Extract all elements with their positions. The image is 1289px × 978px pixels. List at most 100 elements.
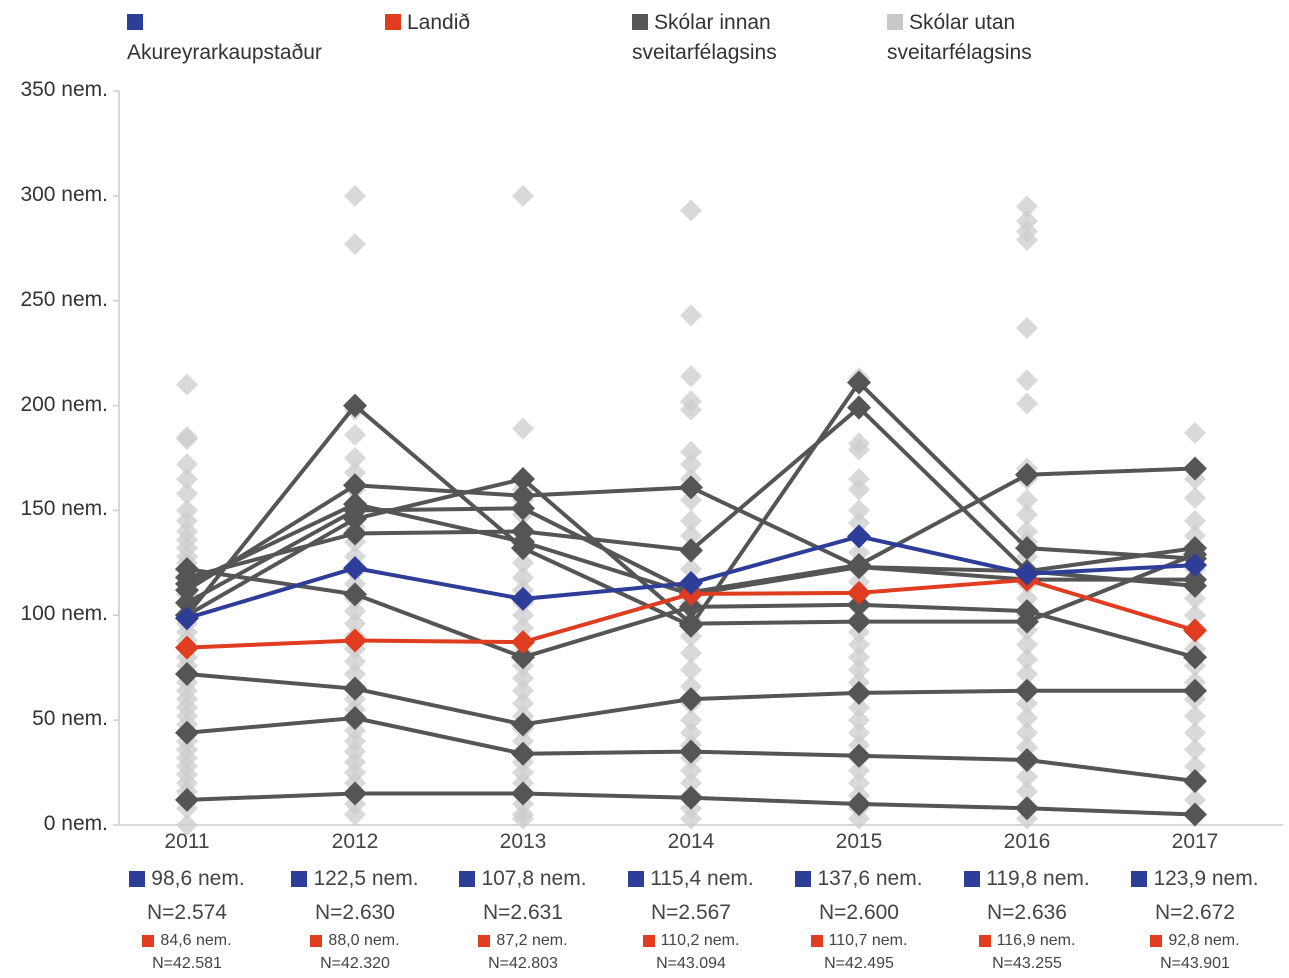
outside-school-point bbox=[1016, 587, 1038, 610]
outside-school-point bbox=[680, 365, 702, 388]
outside-school-point bbox=[1016, 692, 1038, 715]
outside-school-point bbox=[848, 633, 870, 656]
outside-school-point bbox=[1016, 316, 1038, 339]
x-tick-label: 2014 bbox=[667, 830, 715, 853]
landid-n-label: N=42.803 bbox=[488, 955, 558, 972]
y-axis bbox=[113, 90, 120, 826]
outside-school-point bbox=[1016, 663, 1038, 686]
inside-school-point bbox=[343, 473, 367, 498]
akureyri-value-label: 122,5 nem. bbox=[270, 867, 440, 891]
landid-n-label: N=43.901 bbox=[1160, 955, 1230, 972]
x-tick-label: 2015 bbox=[835, 830, 883, 853]
outside-school-point bbox=[1016, 488, 1038, 511]
outside-school-point bbox=[344, 447, 366, 469]
outside-school-point bbox=[680, 398, 702, 421]
inside-school-point bbox=[1015, 536, 1039, 561]
legend-item-schools-outside: Skólar utan sveitarfélagsins bbox=[887, 8, 1117, 68]
y-tick-label: 100 nem. bbox=[20, 602, 108, 626]
series-point-akureyri bbox=[679, 570, 703, 595]
outside-school-point bbox=[680, 675, 702, 698]
outside-school-point bbox=[176, 814, 198, 836]
outside-school-point bbox=[176, 482, 198, 505]
legend-swatch-akureyri bbox=[127, 14, 143, 30]
outside-school-point bbox=[1016, 633, 1038, 656]
outside-school-point bbox=[512, 566, 534, 589]
outside-school-point bbox=[680, 558, 702, 581]
series-point-akureyri bbox=[175, 606, 199, 631]
x-tick-label: 2011 bbox=[164, 830, 210, 853]
outside-school-point bbox=[512, 551, 534, 574]
landid-value-label: 116,9 nem. bbox=[942, 932, 1112, 950]
outside-school-point bbox=[680, 453, 702, 476]
inside-school-point bbox=[343, 506, 367, 531]
outside-school-point bbox=[848, 646, 870, 669]
inside-school-point bbox=[847, 370, 871, 395]
outside-school-point bbox=[680, 772, 702, 795]
x-tick-label: 2013 bbox=[499, 830, 547, 853]
inside-school-point bbox=[679, 739, 703, 764]
legend-swatch-schools-inside bbox=[632, 14, 648, 30]
inside-school-point bbox=[1183, 678, 1207, 703]
series-point-landid bbox=[343, 628, 367, 653]
legend-square-icon bbox=[628, 871, 645, 887]
outside-school-point bbox=[1016, 195, 1038, 218]
series-point-akureyri bbox=[511, 586, 535, 611]
series-point-akureyri bbox=[847, 524, 871, 549]
inside-school-point bbox=[343, 781, 367, 806]
outside-school-point bbox=[344, 423, 366, 446]
inside-school-point bbox=[1183, 802, 1207, 827]
inside-school-point bbox=[343, 492, 367, 517]
landid-value-label: 84,6 nem. bbox=[102, 932, 272, 950]
outside-school-point bbox=[1184, 755, 1206, 778]
y-tick-label: 200 nem. bbox=[20, 392, 108, 416]
landid-n-label: N=42.320 bbox=[320, 955, 390, 972]
legend-item-akureyri: Akureyrarkaupstaður bbox=[127, 8, 367, 68]
akureyri-n-label: N=2.567 bbox=[651, 901, 731, 924]
outside-school-point bbox=[1016, 503, 1038, 526]
inside-school-point bbox=[847, 680, 871, 705]
outside-school-point bbox=[680, 807, 702, 830]
x-tick-label: 2016 bbox=[1003, 830, 1051, 853]
akureyri-value-label: 119,8 nem. bbox=[942, 867, 1112, 891]
series-point-akureyri bbox=[343, 556, 367, 581]
landid-n-label: N=42.495 bbox=[824, 955, 894, 972]
inside-school-point bbox=[343, 393, 367, 418]
outside-school-point bbox=[680, 199, 702, 222]
legend-square-icon bbox=[291, 871, 308, 887]
inside-school-point bbox=[175, 590, 199, 615]
outside-school-point bbox=[848, 807, 870, 830]
outside-school-point bbox=[344, 184, 366, 207]
series-point-landid bbox=[175, 635, 199, 660]
legend-square-icon bbox=[810, 935, 823, 947]
legend-label-schools-outside: Skólar utan sveitarfélagsins bbox=[887, 11, 1032, 64]
inside-school-point bbox=[511, 466, 535, 491]
outside-school-point bbox=[848, 759, 870, 782]
outside-school-point bbox=[680, 304, 702, 327]
outside-school-point bbox=[176, 453, 198, 476]
legend-square-icon bbox=[478, 935, 491, 947]
inside-school-point bbox=[679, 687, 703, 712]
inside-school-point bbox=[511, 712, 535, 737]
outside-school-point bbox=[680, 721, 702, 744]
outside-school-point bbox=[1184, 486, 1206, 509]
series-point-landid bbox=[847, 580, 871, 605]
outside-school-point bbox=[512, 616, 534, 639]
legend-square-icon bbox=[142, 935, 155, 947]
outside-school-point bbox=[680, 488, 702, 511]
inside-school-point bbox=[1015, 678, 1039, 703]
outside-school-point bbox=[344, 461, 366, 484]
landid-n-label: N=43.094 bbox=[656, 955, 726, 972]
legend-square-icon bbox=[978, 935, 991, 947]
main-series-lines bbox=[175, 524, 1207, 660]
inside-school-point bbox=[1015, 462, 1039, 487]
landid-value-label: 92,8 nem. bbox=[1110, 932, 1280, 950]
inside-school-point bbox=[1015, 609, 1039, 634]
akureyri-n-label: N=2.600 bbox=[819, 901, 899, 924]
outside-school-point bbox=[848, 696, 870, 719]
outside-school-point bbox=[1184, 721, 1206, 744]
y-tick-label: 50 nem. bbox=[32, 707, 108, 731]
inside-school-point bbox=[1015, 747, 1039, 772]
inside-school-point bbox=[511, 645, 535, 670]
outside-school-point bbox=[176, 467, 198, 490]
